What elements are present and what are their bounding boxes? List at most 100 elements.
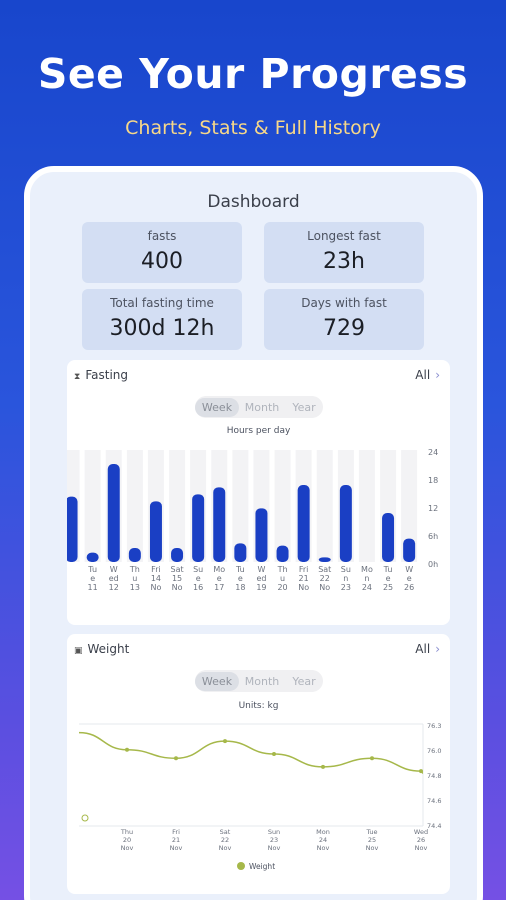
x-tick-label: e [386,574,391,583]
tab-year[interactable]: Year [292,400,316,414]
x-tick-label: e [238,574,243,583]
x-tick-label: 21 [172,836,180,844]
weight-point [125,747,129,752]
x-tick-label: W [257,565,265,574]
dashboard-title: Dashboard [207,192,300,212]
all-label: All [415,642,431,656]
weight-line-chart: Thu20NovFri21NovSat22NovSun23NovMon24Nov… [78,722,441,871]
stat-card-fasts: fasts 400 [82,222,242,283]
weight-all-link[interactable]: All › [415,642,440,656]
bar [128,548,141,562]
weight-series-line [78,731,424,774]
x-tick-label: No [151,583,162,592]
x-tick-label: Nov [317,844,330,852]
x-tick-label: 13 [130,583,140,592]
scale-icon: ▣ [74,646,83,656]
stat-card-days-with-fast: Days with fast 729 [264,289,424,350]
fasting-all-link[interactable]: All › [415,368,440,382]
stat-value: 400 [141,249,183,274]
weight-point [419,769,423,774]
fasting-panel-title: Fasting [85,368,128,382]
x-tick-label: Mon [316,828,330,836]
bar [234,543,247,562]
x-tick-label: Nov [170,844,183,852]
stat-value: 300d 12h [109,316,215,341]
y-tick-label: 76.3 [427,722,441,730]
weight-point [174,756,178,761]
stat-value: 729 [323,316,365,341]
x-tick-label: n [364,574,369,583]
bar-background [126,450,143,562]
bar-background [316,450,333,562]
bar [403,538,416,562]
x-tick-label: 23 [270,836,278,844]
stat-label: fasts [147,229,177,243]
x-tick-label: 19 [256,583,266,592]
x-tick-label: 20 [277,583,287,592]
stat-label: Total fasting time [110,296,214,310]
x-tick-label: Nov [121,844,134,852]
tab-month[interactable]: Month [244,400,280,414]
weight-start-marker [81,814,89,822]
x-tick-label: W [405,565,413,574]
x-tick-label: Fri [299,565,309,574]
chevron-right-icon: › [435,642,440,656]
phone-screen: Dashboard fasts 400 Longest fast 23h Tot… [24,166,483,900]
x-tick-label: 24 [319,836,327,844]
x-tick-label: 25 [383,583,393,592]
fasting-panel-header: ⧗ Fasting [74,368,128,382]
hero-title: See Your Progress [37,50,469,98]
x-tick-label: Tu [383,565,393,574]
x-tick-label: e [90,574,95,583]
x-tick-label: Thu [120,828,133,836]
all-label: All [415,368,431,382]
tab-week[interactable]: Week [195,671,239,691]
y-tick-label: 6h [428,532,438,541]
bar [382,513,395,562]
x-tick-label: 23 [341,583,351,592]
x-tick-label: 21 [299,574,309,583]
tab-month[interactable]: Month [244,674,280,688]
bar-background [401,450,418,562]
x-tick-label: 20 [123,836,131,844]
weight-chart-title: Units: kg [238,701,279,711]
bar-background [169,450,186,562]
bar [86,552,99,562]
legend-label: Weight [249,862,275,871]
x-tick-label: Wed [414,828,428,836]
stat-value: 23h [323,249,365,274]
bar-background [274,450,291,562]
bar-background [358,450,375,562]
tab-week[interactable]: Week [195,397,239,417]
stat-card-longest-fast: Longest fast 23h [264,222,424,283]
x-tick-label: Mo [213,565,225,574]
bar [171,548,184,562]
x-tick-label: Sat [220,828,231,836]
x-tick-label: Nov [219,844,232,852]
tab-year[interactable]: Year [292,674,316,688]
bar [276,545,289,562]
weight-panel-header: ▣ Weight [74,642,129,656]
bar [297,485,310,562]
hero-subtitle: Charts, Stats & Full History [125,117,381,139]
x-tick-label: Sun [268,828,280,836]
y-tick-label: 74.6 [427,797,441,805]
x-tick-label: 22 [320,574,330,583]
bar [67,496,78,562]
x-tick-label: Nov [415,844,428,852]
bar [255,508,268,562]
bar [192,494,205,562]
y-tick-label: 12 [428,504,438,513]
x-tick-label: 22 [221,836,229,844]
weight-point [223,739,227,744]
x-tick-label: 11 [88,583,98,592]
y-tick-label: 24 [428,448,438,457]
weight-point [321,764,325,769]
x-tick-label: 17 [214,583,224,592]
x-tick-label: Tue [365,828,377,836]
x-tick-label: Th [129,565,140,574]
x-tick-label: Th [277,565,288,574]
x-tick-label: Su [341,565,351,574]
bar [107,464,120,562]
x-tick-label: 26 [417,836,425,844]
